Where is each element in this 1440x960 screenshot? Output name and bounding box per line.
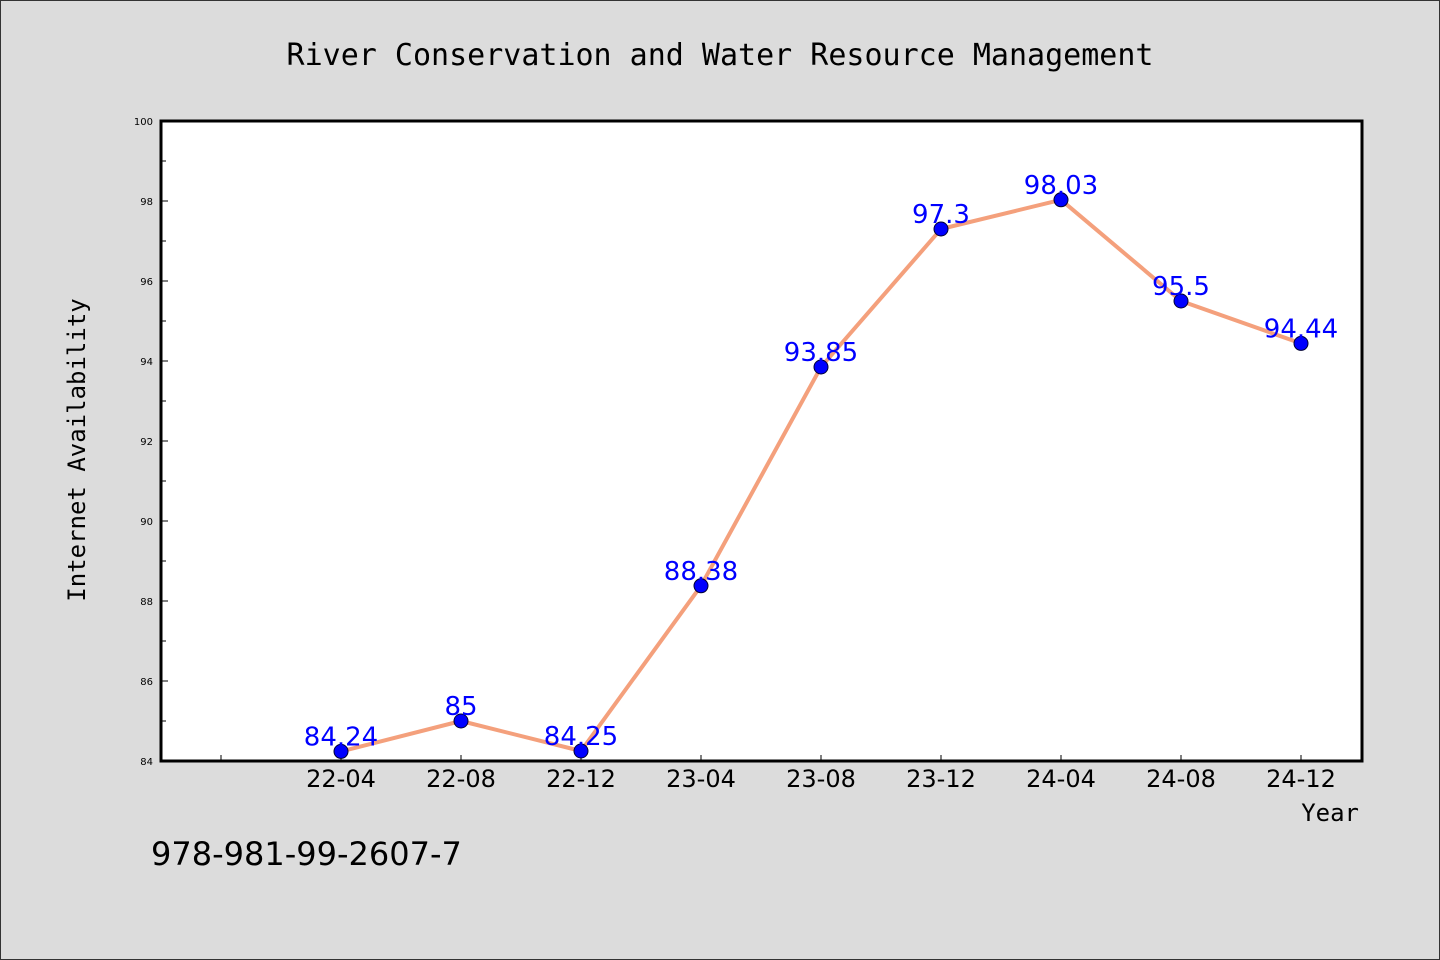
data-point (333, 743, 349, 759)
y-tick-label: 86 (140, 677, 153, 688)
x-tick-label: 24-04 (1026, 765, 1096, 793)
data-point (693, 578, 709, 594)
y-tick-label: 88 (140, 597, 153, 608)
x-tick-label: 22-12 (546, 765, 616, 793)
data-label: 93.85 (784, 338, 858, 368)
footnote-code: 978-981-99-2607-7 (151, 835, 462, 873)
x-tick-label: 23-04 (666, 765, 736, 793)
data-label: 88.38 (664, 557, 738, 587)
data-point (1173, 293, 1189, 309)
x-tick-label: 24-12 (1266, 765, 1336, 793)
data-point (453, 713, 469, 729)
y-tick-label: 84 (140, 757, 153, 768)
data-label: 94.44 (1264, 314, 1338, 344)
data-label: 84.24 (304, 722, 378, 752)
series-layer: 84.24 85 84.25 88.38 93.85 97.3 98.03 95.5 94.44 (304, 171, 1338, 759)
plot-area (159, 119, 1364, 763)
data-point (1053, 192, 1069, 208)
x-tick-label: 24-08 (1146, 765, 1216, 793)
data-label: 85 (444, 692, 477, 722)
x-tick-label: 22-04 (306, 765, 376, 793)
y-tick-label: 96 (140, 277, 153, 288)
data-point (1293, 335, 1309, 351)
data-label: 97.3 (912, 200, 970, 230)
chart-title: River Conservation and Water Resource Ma… (287, 38, 1154, 73)
y-axis: 84 86 88 90 92 94 96 98 100 (134, 117, 168, 768)
x-tick-label: 22-08 (426, 765, 496, 793)
x-axis: 22-04 22-08 22-12 23-04 23-08 23-12 24-04 24-08… (220, 755, 1336, 793)
y-tick-label: 92 (140, 437, 153, 448)
data-point (813, 359, 829, 375)
x-axis-title: Year (1301, 799, 1359, 827)
y-tick-label: 90 (140, 517, 153, 528)
data-label: 84.25 (544, 722, 618, 752)
data-label: 95.5 (1152, 272, 1210, 302)
x-tick-label: 23-08 (786, 765, 856, 793)
y-tick-label: 98 (140, 197, 153, 208)
data-point (933, 221, 949, 237)
y-tick-label: 94 (140, 357, 153, 368)
y-axis-title: Internet Availability (63, 298, 91, 601)
y-tick-label: 100 (134, 117, 153, 128)
data-label: 98.03 (1024, 171, 1098, 201)
data-point (573, 743, 589, 759)
x-tick-label: 23-12 (906, 765, 976, 793)
